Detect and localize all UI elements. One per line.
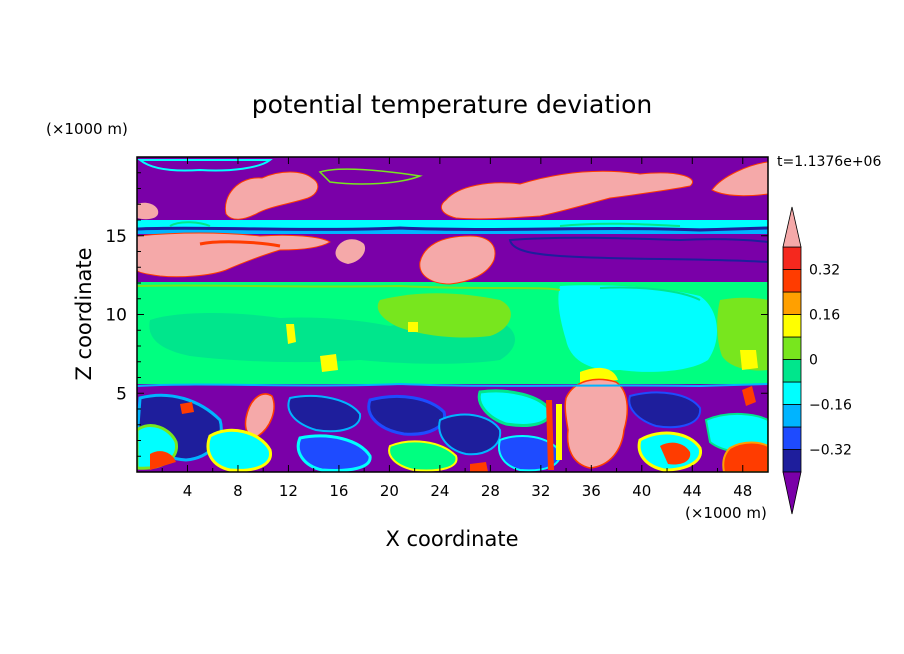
patch-upper-4 <box>711 161 768 197</box>
y-unit-label: (×1000 m) <box>46 120 128 138</box>
x-tick-label: 28 <box>481 482 500 500</box>
colorbar-cell <box>782 449 802 473</box>
colorbar-under-arrow <box>782 471 802 515</box>
time-label: t=1.1376e+06 <box>777 154 881 170</box>
x-tick-label: 8 <box>233 482 243 500</box>
patch-lower-1 <box>137 232 331 278</box>
x-tick-label: 40 <box>632 482 651 500</box>
y-tick-label: 5 <box>116 384 127 404</box>
colorbar-cell <box>782 359 802 383</box>
colorbar-tick-label: 0 <box>809 353 818 369</box>
patch-cyan-right <box>558 285 718 372</box>
chart-title: potential temperature deviation <box>252 90 652 119</box>
x-tick-label: 20 <box>380 482 399 500</box>
colorbar-cell <box>782 246 802 270</box>
colorbar-tick-label: 0.32 <box>809 263 840 279</box>
x-tick-label: 36 <box>582 482 601 500</box>
patch-upper-2 <box>440 170 693 220</box>
patch-upper-3 <box>137 202 159 220</box>
x-axis: 4 8 12 16 20 24 28 32 36 40 44 48 <box>161 157 752 500</box>
colorbar-tick-label: 0.16 <box>809 308 840 324</box>
x-tick-label: 32 <box>531 482 550 500</box>
y-axis: 5 10 15 <box>105 172 768 457</box>
x-unit-label: (×1000 m) <box>685 504 767 522</box>
colorbar: −0.32 −0.16 0 0.16 0.32 <box>782 206 852 515</box>
colorbar-cell <box>782 404 802 428</box>
colorbar-cell <box>782 314 802 338</box>
x-tick-label: 12 <box>279 482 298 500</box>
colorbar-cell <box>782 269 802 293</box>
colorbar-cell <box>782 426 802 450</box>
y-tick-label: 15 <box>105 227 127 247</box>
colorbar-cell <box>782 291 802 315</box>
x-tick-label: 44 <box>683 482 702 500</box>
patch-lower-2 <box>335 239 366 264</box>
bl-pink-2 <box>564 378 629 469</box>
x-tick-label: 16 <box>329 482 348 500</box>
y-axis-label: Z coordinate <box>72 247 96 380</box>
colorbar-tick-label: −0.32 <box>809 443 852 459</box>
x-axis-label: X coordinate <box>385 527 518 551</box>
x-tick-label: 4 <box>183 482 193 500</box>
colorbar-tick-label: −0.16 <box>809 398 852 414</box>
patch-upper-1 <box>224 171 319 220</box>
colorbar-over-arrow <box>782 206 802 248</box>
y-tick-label: 10 <box>105 306 127 326</box>
x-tick-label: 24 <box>430 482 449 500</box>
heatmap-field <box>137 157 768 472</box>
colorbar-cell <box>782 336 802 360</box>
patch-lower-3 <box>419 235 496 285</box>
colorbar-cell <box>782 381 802 405</box>
x-tick-label: 48 <box>733 482 752 500</box>
